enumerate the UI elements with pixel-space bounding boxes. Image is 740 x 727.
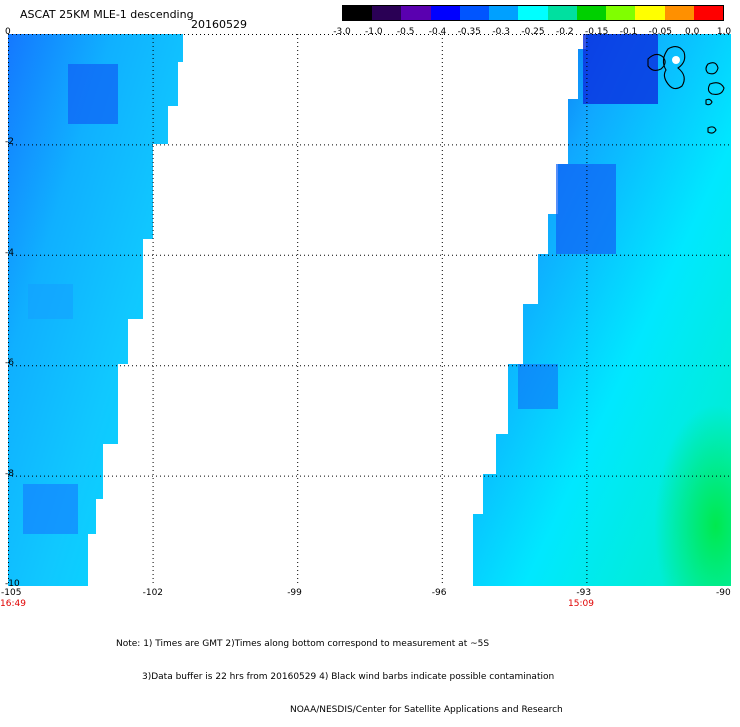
footnote-line-2: 3)Data buffer is 22 hrs from 20160529 4)… — [142, 672, 555, 682]
color-scale-swatch — [430, 6, 460, 20]
color-scale-labels: -3.0 -1.0 -0.5 -0.4 -0.35 -0.3 -0.25 -0.2 -0.15-… — [330, 27, 740, 39]
color-scale-label: -1.0 — [365, 27, 383, 37]
latitude-tick-label: -8 — [5, 468, 14, 479]
latitude-tick-label: -2 — [5, 137, 14, 148]
footnote-line-1: Note: 1) Times are GMT 2)Times along bot… — [116, 639, 490, 649]
color-scale-label: -0.35 — [457, 27, 481, 37]
footnote-line-3: NOAA/NESDIS/Center for Satellite Applica… — [290, 705, 563, 715]
latitude-tick-label: -4 — [5, 247, 14, 258]
product-date: 20160529 — [191, 18, 247, 31]
time-label-west: 16:49 — [0, 599, 26, 609]
color-scale-label: 1.0 — [716, 27, 732, 37]
latitude-tick-label: -10 — [5, 579, 20, 589]
color-scale-bar — [342, 5, 724, 21]
western-swath-patches — [23, 64, 118, 534]
color-scale-label: -0.2 — [556, 27, 574, 37]
color-scale-swatch — [606, 6, 636, 20]
color-scale-swatch — [518, 6, 548, 20]
longitude-tick-label: -105 — [1, 588, 22, 598]
western-swath — [8, 34, 183, 586]
color-scale-swatch — [693, 6, 724, 20]
color-scale-label: -0.05 — [648, 27, 672, 37]
eastern-swath-patches — [518, 34, 731, 586]
color-scale-label: -0.3 — [492, 27, 510, 37]
color-scale-swatch — [401, 6, 431, 20]
latitude-tick-label: -6 — [5, 358, 14, 369]
product-title: ASCAT 25KM MLE-1 descending — [20, 8, 194, 21]
longitude-tick-label: -102 — [142, 588, 164, 598]
color-scale-swatch — [576, 6, 607, 20]
wind-map — [8, 34, 731, 586]
color-scale-swatch — [635, 6, 665, 20]
galapagos-islands — [647, 46, 725, 134]
longitude-tick-label: -96 — [431, 588, 447, 598]
color-scale-label: -0.5 — [396, 27, 415, 37]
longitude-tick-label: -93 — [576, 588, 592, 598]
color-scale-label: -3.0 — [333, 27, 351, 37]
color-scale-swatch — [489, 6, 519, 20]
color-scale-swatch — [547, 6, 577, 20]
color-scale-label: 0.0 — [684, 27, 700, 37]
color-scale-swatch — [372, 6, 402, 20]
longitude-tick-label: -99 — [287, 588, 302, 598]
footnotes: Note: 1) Times are GMT 2)Times along bot… — [116, 617, 563, 727]
map-gridlines — [8, 34, 731, 586]
color-scale-label: -0.1 — [619, 27, 638, 37]
color-scale-label: -0.25 — [521, 27, 545, 37]
color-scale-label: -0.4 — [428, 27, 447, 37]
latitude-tick-label: 0 — [5, 27, 11, 37]
longitude-tick-label: -90 — [716, 588, 731, 598]
color-scale-label: -0.15 — [585, 27, 609, 37]
time-label-east: 15:09 — [568, 599, 594, 609]
color-scale-swatch — [459, 6, 490, 20]
color-scale-swatch — [664, 6, 694, 20]
color-scale-swatch — [343, 6, 373, 20]
